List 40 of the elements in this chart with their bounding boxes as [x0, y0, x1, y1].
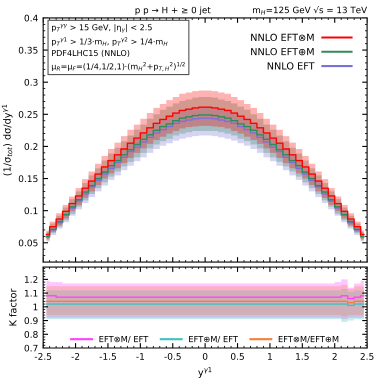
y-tick-label: 0.15: [18, 175, 38, 182]
x-tick-label: 0.5: [230, 353, 244, 360]
legend-label: NNLO EFT⊗M: [251, 34, 314, 42]
y-tick-label: 0.05: [18, 240, 38, 246]
y-tick-label: 0.2: [24, 143, 38, 150]
y-tick-label: 0.25: [18, 111, 38, 118]
x-tick-label: -2: [72, 353, 80, 360]
annotation: PDF4LHC15 (NNLO): [52, 50, 130, 58]
text: μ$_{R}$=μ$_{F}$=(1/4,1/2,1)·(m$_{H}$$^{2}$+p$_{T,H}$$^{2}$)$^{1/2}$: [52, 62, 185, 72]
y-tick-label: 1.2: [24, 276, 38, 283]
y-tick-label: 0.3: [24, 78, 38, 86]
annotation: p$_{T}$$^{γγ}$ > 15 GeV, |η$_{γ}$| < 2.5: [52, 24, 152, 33]
x-tick-label: -1.5: [100, 353, 116, 360]
y-tick-label: 1.1: [24, 290, 38, 297]
chart-title: p p → H + ≥ 0 jet: [136, 6, 211, 16]
x-tick-label: 2.5: [360, 353, 374, 360]
legend-label: EFT⊗M/EFT⊕M: [278, 336, 338, 343]
chart-subtitle: m$_{H}$=125 GeV √s = 13 TeV: [253, 6, 367, 15]
x-tick-label: 1: [268, 353, 272, 360]
x-axis-title: y$^{γ1}$: [198, 367, 212, 378]
x-tick-label: -2.5: [34, 353, 52, 360]
y-tick-label: 1: [34, 304, 38, 310]
legend-label: EFT⊕M/ EFT: [189, 336, 238, 343]
y-tick-label: 0.8: [24, 331, 38, 338]
y-axis-title: (1/σ$_{tot}$) dσ/dy$^{γ1}$: [2, 104, 13, 176]
x-tick-label: 0: [202, 353, 208, 360]
y-axis-title: K factor: [8, 288, 17, 326]
x-tick-label: -1: [136, 353, 144, 360]
y-tick-label: 0.35: [18, 46, 38, 54]
legend-label: NNLO EFT⊕M: [251, 48, 314, 56]
x-tick-label: -0.5: [164, 353, 181, 360]
x-tick-label: 2: [332, 353, 337, 360]
y-tick-label: 0.7: [24, 344, 38, 352]
text: p$_{T}$$^{γ1}$ > 1/3·m$_{H}$, p$_{T}$$^{γ2}$ > 1/4·m$_{H}$: [52, 37, 168, 46]
y-tick-label: 0.1: [24, 207, 38, 214]
y-tick-label: 0.4: [24, 14, 38, 22]
legend-label: NNLO EFT: [268, 62, 315, 70]
legend-label: EFT⊗M/ EFT: [99, 336, 148, 343]
y-tick-label: 0.9: [24, 317, 38, 324]
x-tick-label: 1.5: [296, 353, 309, 360]
